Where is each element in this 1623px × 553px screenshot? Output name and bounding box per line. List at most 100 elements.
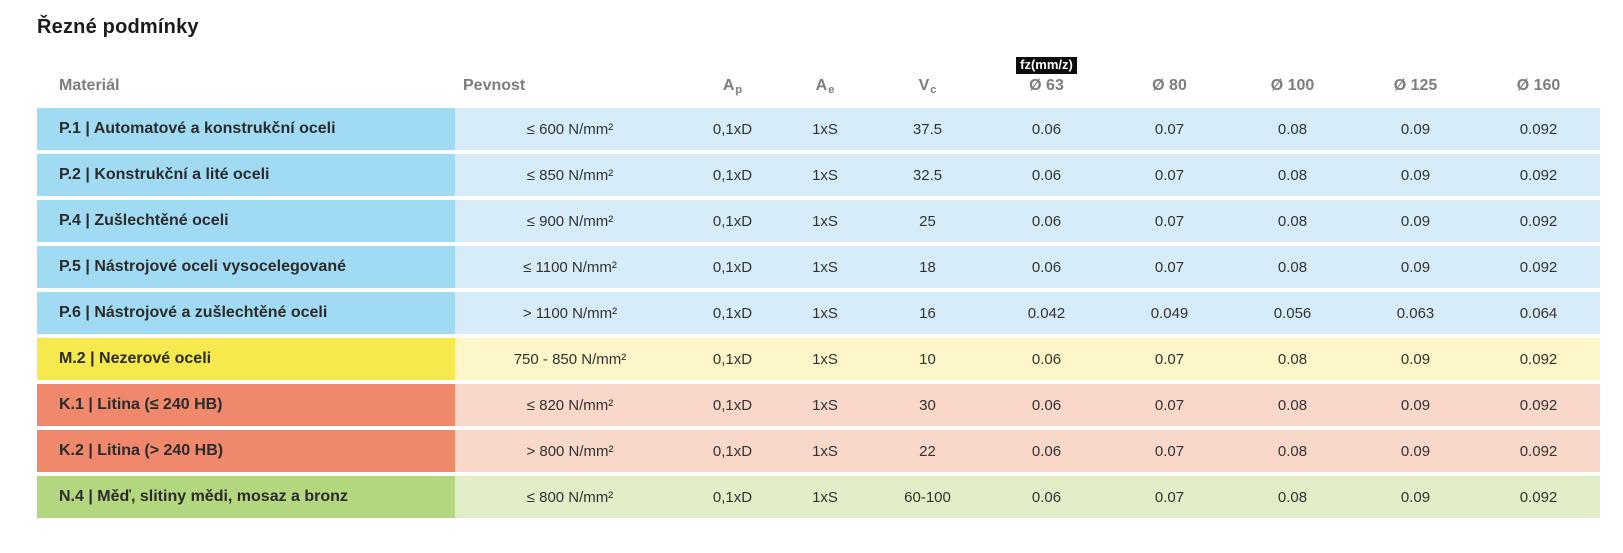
- fz-d80-cell: 0.07: [1108, 246, 1231, 288]
- ap-cell: 0,1xD: [685, 154, 780, 196]
- pevnost-cell: ≤ 1100 N/mm²: [455, 246, 685, 288]
- fz-d125-cell: 0.09: [1354, 246, 1477, 288]
- fz-d63-cell: 0.06: [985, 338, 1108, 380]
- fz-d80-cell: 0.07: [1108, 154, 1231, 196]
- ap-cell: 0,1xD: [685, 476, 780, 518]
- fz-d63-cell: 0.06: [985, 430, 1108, 472]
- material-cell: M.2 | Nezerové oceli: [37, 338, 455, 380]
- fz-d80-cell: 0.049: [1108, 292, 1231, 334]
- pevnost-cell: ≤ 900 N/mm²: [455, 200, 685, 242]
- vc-cell: 25: [870, 200, 985, 242]
- fz-d125-cell: 0.09: [1354, 154, 1477, 196]
- col-header-ap: Ap: [722, 77, 743, 96]
- ae-cell: 1xS: [780, 476, 870, 518]
- pevnost-cell: > 800 N/mm²: [455, 430, 685, 472]
- ap-cell: 0,1xD: [685, 200, 780, 242]
- fz-d80-cell: 0.07: [1108, 338, 1231, 380]
- ae-cell: 1xS: [780, 154, 870, 196]
- fz-d63-cell: 0.06: [985, 384, 1108, 426]
- fz-d100-cell: 0.08: [1231, 338, 1354, 380]
- pevnost-cell: ≤ 800 N/mm²: [455, 476, 685, 518]
- fz-d100-cell: 0.08: [1231, 430, 1354, 472]
- fz-d63-cell: 0.06: [985, 200, 1108, 242]
- table-row: P.4 | Zušlechtěné oceli ≤ 900 N/mm² 0,1x…: [37, 200, 1600, 242]
- pevnost-cell: ≤ 850 N/mm²: [455, 154, 685, 196]
- fz-d125-cell: 0.09: [1354, 200, 1477, 242]
- page-title: Řezné podmínky: [37, 16, 199, 38]
- vc-cell: 16: [870, 292, 985, 334]
- fz-d125-cell: 0.09: [1354, 384, 1477, 426]
- table-row: N.4 | Měď, slitiny mědi, mosaz a bronz ≤…: [37, 476, 1600, 518]
- fz-d100-cell: 0.08: [1231, 476, 1354, 518]
- fz-d80-cell: 0.07: [1108, 200, 1231, 242]
- fz-d125-cell: 0.063: [1354, 292, 1477, 334]
- col-header-d100: Ø 100: [1270, 77, 1315, 94]
- material-cell: P.4 | Zušlechtěné oceli: [37, 200, 455, 242]
- fz-d63-cell: 0.06: [985, 154, 1108, 196]
- fz-d100-cell: 0.08: [1231, 154, 1354, 196]
- material-cell: N.4 | Měď, slitiny mědi, mosaz a bronz: [37, 476, 455, 518]
- table-header-row: Materiál Pevnost Ap Ae Vc fz(mm/z) Ø 63 …: [37, 53, 1600, 99]
- table-row: K.1 | Litina (≤ 240 HB) ≤ 820 N/mm² 0,1x…: [37, 384, 1600, 426]
- ap-cell: 0,1xD: [685, 338, 780, 380]
- vc-cell: 37.5: [870, 108, 985, 150]
- vc-cell: 22: [870, 430, 985, 472]
- vc-cell: 10: [870, 338, 985, 380]
- table-row: P.2 | Konstrukční a lité oceli ≤ 850 N/m…: [37, 154, 1600, 196]
- cutting-conditions-table: Materiál Pevnost Ap Ae Vc fz(mm/z) Ø 63 …: [37, 53, 1600, 518]
- ae-cell: 1xS: [780, 338, 870, 380]
- fz-d80-cell: 0.07: [1108, 430, 1231, 472]
- fz-d160-cell: 0.092: [1477, 246, 1600, 288]
- material-cell: K.1 | Litina (≤ 240 HB): [37, 384, 455, 426]
- ap-cell: 0,1xD: [685, 246, 780, 288]
- ap-cell: 0,1xD: [685, 292, 780, 334]
- fz-d125-cell: 0.09: [1354, 430, 1477, 472]
- pevnost-cell: > 1100 N/mm²: [455, 292, 685, 334]
- table-row: P.5 | Nástrojové oceli vysocelegované ≤ …: [37, 246, 1600, 288]
- fz-d80-cell: 0.07: [1108, 476, 1231, 518]
- fz-d63-cell: 0.06: [985, 108, 1108, 150]
- fz-d125-cell: 0.09: [1354, 338, 1477, 380]
- material-cell: K.2 | Litina (> 240 HB): [37, 430, 455, 472]
- ae-cell: 1xS: [780, 108, 870, 150]
- vc-cell: 30: [870, 384, 985, 426]
- col-header-d125: Ø 125: [1393, 77, 1438, 94]
- table-body: P.1 | Automatové a konstrukční oceli ≤ 6…: [37, 108, 1600, 518]
- material-cell: P.1 | Automatové a konstrukční oceli: [37, 108, 455, 150]
- vc-cell: 32.5: [870, 154, 985, 196]
- material-cell: P.5 | Nástrojové oceli vysocelegované: [37, 246, 455, 288]
- fz-d63-cell: 0.06: [985, 476, 1108, 518]
- fz-d80-cell: 0.07: [1108, 384, 1231, 426]
- ap-cell: 0,1xD: [685, 384, 780, 426]
- table-row: P.6 | Nástrojové a zušlechtěné oceli > 1…: [37, 292, 1600, 334]
- fz-d160-cell: 0.092: [1477, 384, 1600, 426]
- ae-cell: 1xS: [780, 200, 870, 242]
- fz-d160-cell: 0.092: [1477, 338, 1600, 380]
- fz-d100-cell: 0.08: [1231, 200, 1354, 242]
- fz-d100-cell: 0.08: [1231, 246, 1354, 288]
- fz-d125-cell: 0.09: [1354, 476, 1477, 518]
- ae-cell: 1xS: [780, 430, 870, 472]
- fz-d100-cell: 0.056: [1231, 292, 1354, 334]
- fz-d100-cell: 0.08: [1231, 108, 1354, 150]
- ae-cell: 1xS: [780, 384, 870, 426]
- vc-cell: 18: [870, 246, 985, 288]
- fz-d160-cell: 0.092: [1477, 200, 1600, 242]
- pevnost-cell: 750 - 850 N/mm²: [455, 338, 685, 380]
- ae-cell: 1xS: [780, 246, 870, 288]
- table-row: P.1 | Automatové a konstrukční oceli ≤ 6…: [37, 108, 1600, 150]
- col-header-ae: Ae: [815, 77, 835, 96]
- fz-d160-cell: 0.092: [1477, 108, 1600, 150]
- col-header-material: Materiál: [59, 77, 120, 94]
- pevnost-cell: ≤ 600 N/mm²: [455, 108, 685, 150]
- fz-d160-cell: 0.092: [1477, 476, 1600, 518]
- pevnost-cell: ≤ 820 N/mm²: [455, 384, 685, 426]
- col-header-d160: Ø 160: [1516, 77, 1561, 94]
- ap-cell: 0,1xD: [685, 430, 780, 472]
- col-header-pevnost: Pevnost: [463, 77, 526, 94]
- ae-cell: 1xS: [780, 292, 870, 334]
- table-row: M.2 | Nezerové oceli 750 - 850 N/mm² 0,1…: [37, 338, 1600, 380]
- vc-cell: 60-100: [870, 476, 985, 518]
- material-cell: P.6 | Nástrojové a zušlechtěné oceli: [37, 292, 455, 334]
- fz-d160-cell: 0.092: [1477, 154, 1600, 196]
